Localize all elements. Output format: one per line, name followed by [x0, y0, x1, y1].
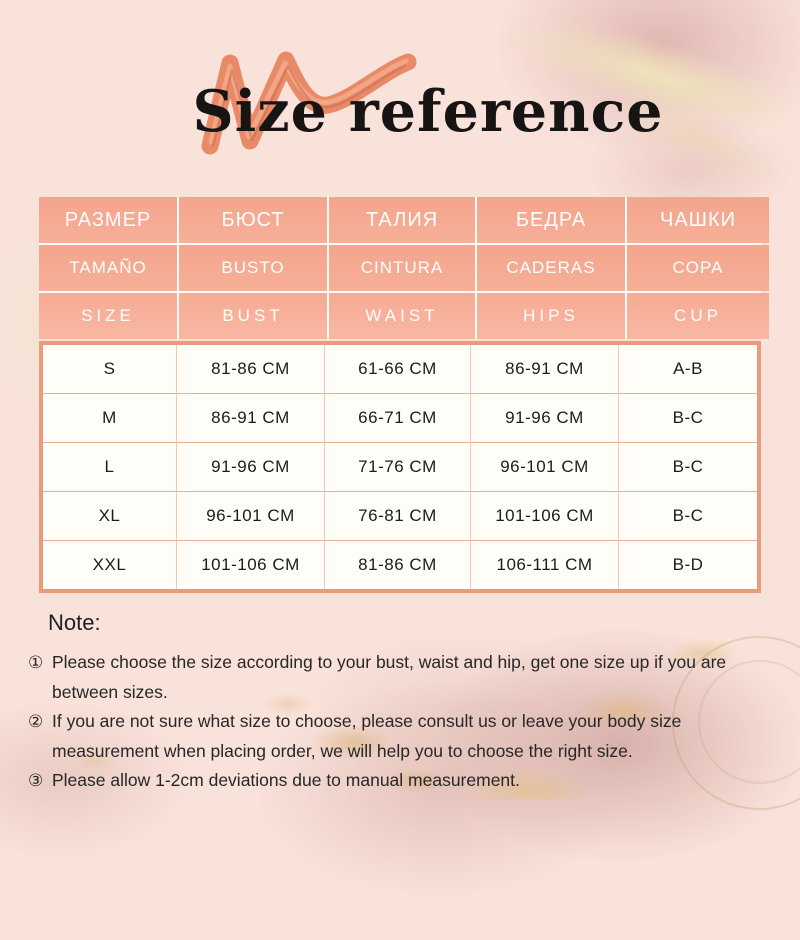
- header-cup-en: CUP: [627, 293, 769, 339]
- header-cup-es: COPA: [627, 245, 769, 291]
- cell-cup-s: A-B: [619, 345, 757, 394]
- note-number-1: ①: [28, 653, 44, 673]
- cell-size-xxl: XXL: [43, 541, 177, 589]
- notes-heading: Note:: [48, 610, 101, 635]
- page-title: Size reference: [192, 78, 664, 145]
- cell-cup-m: B-C: [619, 394, 757, 443]
- cell-hips-l: 96-101 CM: [471, 443, 619, 492]
- cell-hips-s: 86-91 CM: [471, 345, 619, 394]
- note-number-3: ③: [28, 771, 44, 791]
- cell-cup-l: B-C: [619, 443, 757, 492]
- cell-bust-l: 91-96 CM: [177, 443, 325, 492]
- cell-size-xl: XL: [43, 492, 177, 541]
- cell-bust-xl: 96-101 CM: [177, 492, 325, 541]
- header-size-en: SIZE: [39, 293, 177, 339]
- header-size-es: TAMAÑO: [39, 245, 177, 291]
- header-hips-en: HIPS: [477, 293, 625, 339]
- cell-bust-s: 81-86 CM: [177, 345, 325, 394]
- header-bust-ru: БЮСТ: [179, 197, 327, 243]
- cell-hips-m: 91-96 CM: [471, 394, 619, 443]
- header-hips-es: CADERAS: [477, 245, 625, 291]
- cell-cup-xxl: B-D: [672, 555, 704, 574]
- note-text-3: Please allow 1-2cm deviations due to man…: [52, 770, 520, 790]
- note-text-1: Please choose the size according to your…: [52, 652, 727, 702]
- cell-bust-m: 86-91 CM: [177, 394, 325, 443]
- cell-size-m: M: [43, 394, 177, 443]
- note-item-1: ① Please choose the size according to you…: [28, 648, 776, 707]
- cell-waist-xl: 76-81 CM: [325, 492, 471, 541]
- header-bust-en: BUST: [179, 293, 327, 339]
- header-waist-en: WAIST: [329, 293, 475, 339]
- cell-cup-xl: B-C: [619, 492, 757, 541]
- cell-size-l: L: [43, 443, 177, 492]
- cell-waist-m: 66-71 CM: [325, 394, 471, 443]
- header-bust-es: BUSTO: [179, 245, 327, 291]
- cell-bust-xxl: 101-106 CM: [177, 541, 325, 589]
- size-table-header: РАЗМЕР БЮСТ ТАЛИЯ БЕДРА ЧАШКИ TAMAÑO BUS…: [39, 197, 769, 339]
- cell-hips-xl: 101-106 CM: [471, 492, 619, 541]
- header-waist-ru: ТАЛИЯ: [329, 197, 475, 243]
- cell-waist-xxl: 81-86 CM: [325, 541, 471, 589]
- notes-section: Note: ① Please choose the size according …: [28, 610, 776, 796]
- note-number-2: ②: [28, 712, 44, 732]
- header-size-ru: РАЗМЕР: [39, 197, 177, 243]
- header-cup-ru: ЧАШКИ: [627, 197, 769, 243]
- note-item-2: ② If you are not sure what size to choose…: [28, 707, 776, 766]
- brush-stroke-decoration: [201, 51, 417, 155]
- cell-hips-xxl: 106-111 CM: [471, 541, 619, 589]
- note-text-2: If you are not sure what size to choose,…: [52, 711, 682, 761]
- note-item-3: ③ Please allow 1-2cm deviations due to ma…: [28, 766, 776, 796]
- size-table-body: S 81-86 CM 61-66 CM 86-91 CM A-B M 86-91…: [39, 341, 761, 593]
- cell-size-s: S: [43, 345, 177, 394]
- header-hips-ru: БЕДРА: [477, 197, 625, 243]
- header-waist-es: CINTURA: [329, 245, 475, 291]
- size-table: РАЗМЕР БЮСТ ТАЛИЯ БЕДРА ЧАШКИ TAMAÑO BUS…: [39, 197, 769, 593]
- cell-waist-s: 61-66 CM: [325, 345, 471, 394]
- cell-waist-l: 71-76 CM: [325, 443, 471, 492]
